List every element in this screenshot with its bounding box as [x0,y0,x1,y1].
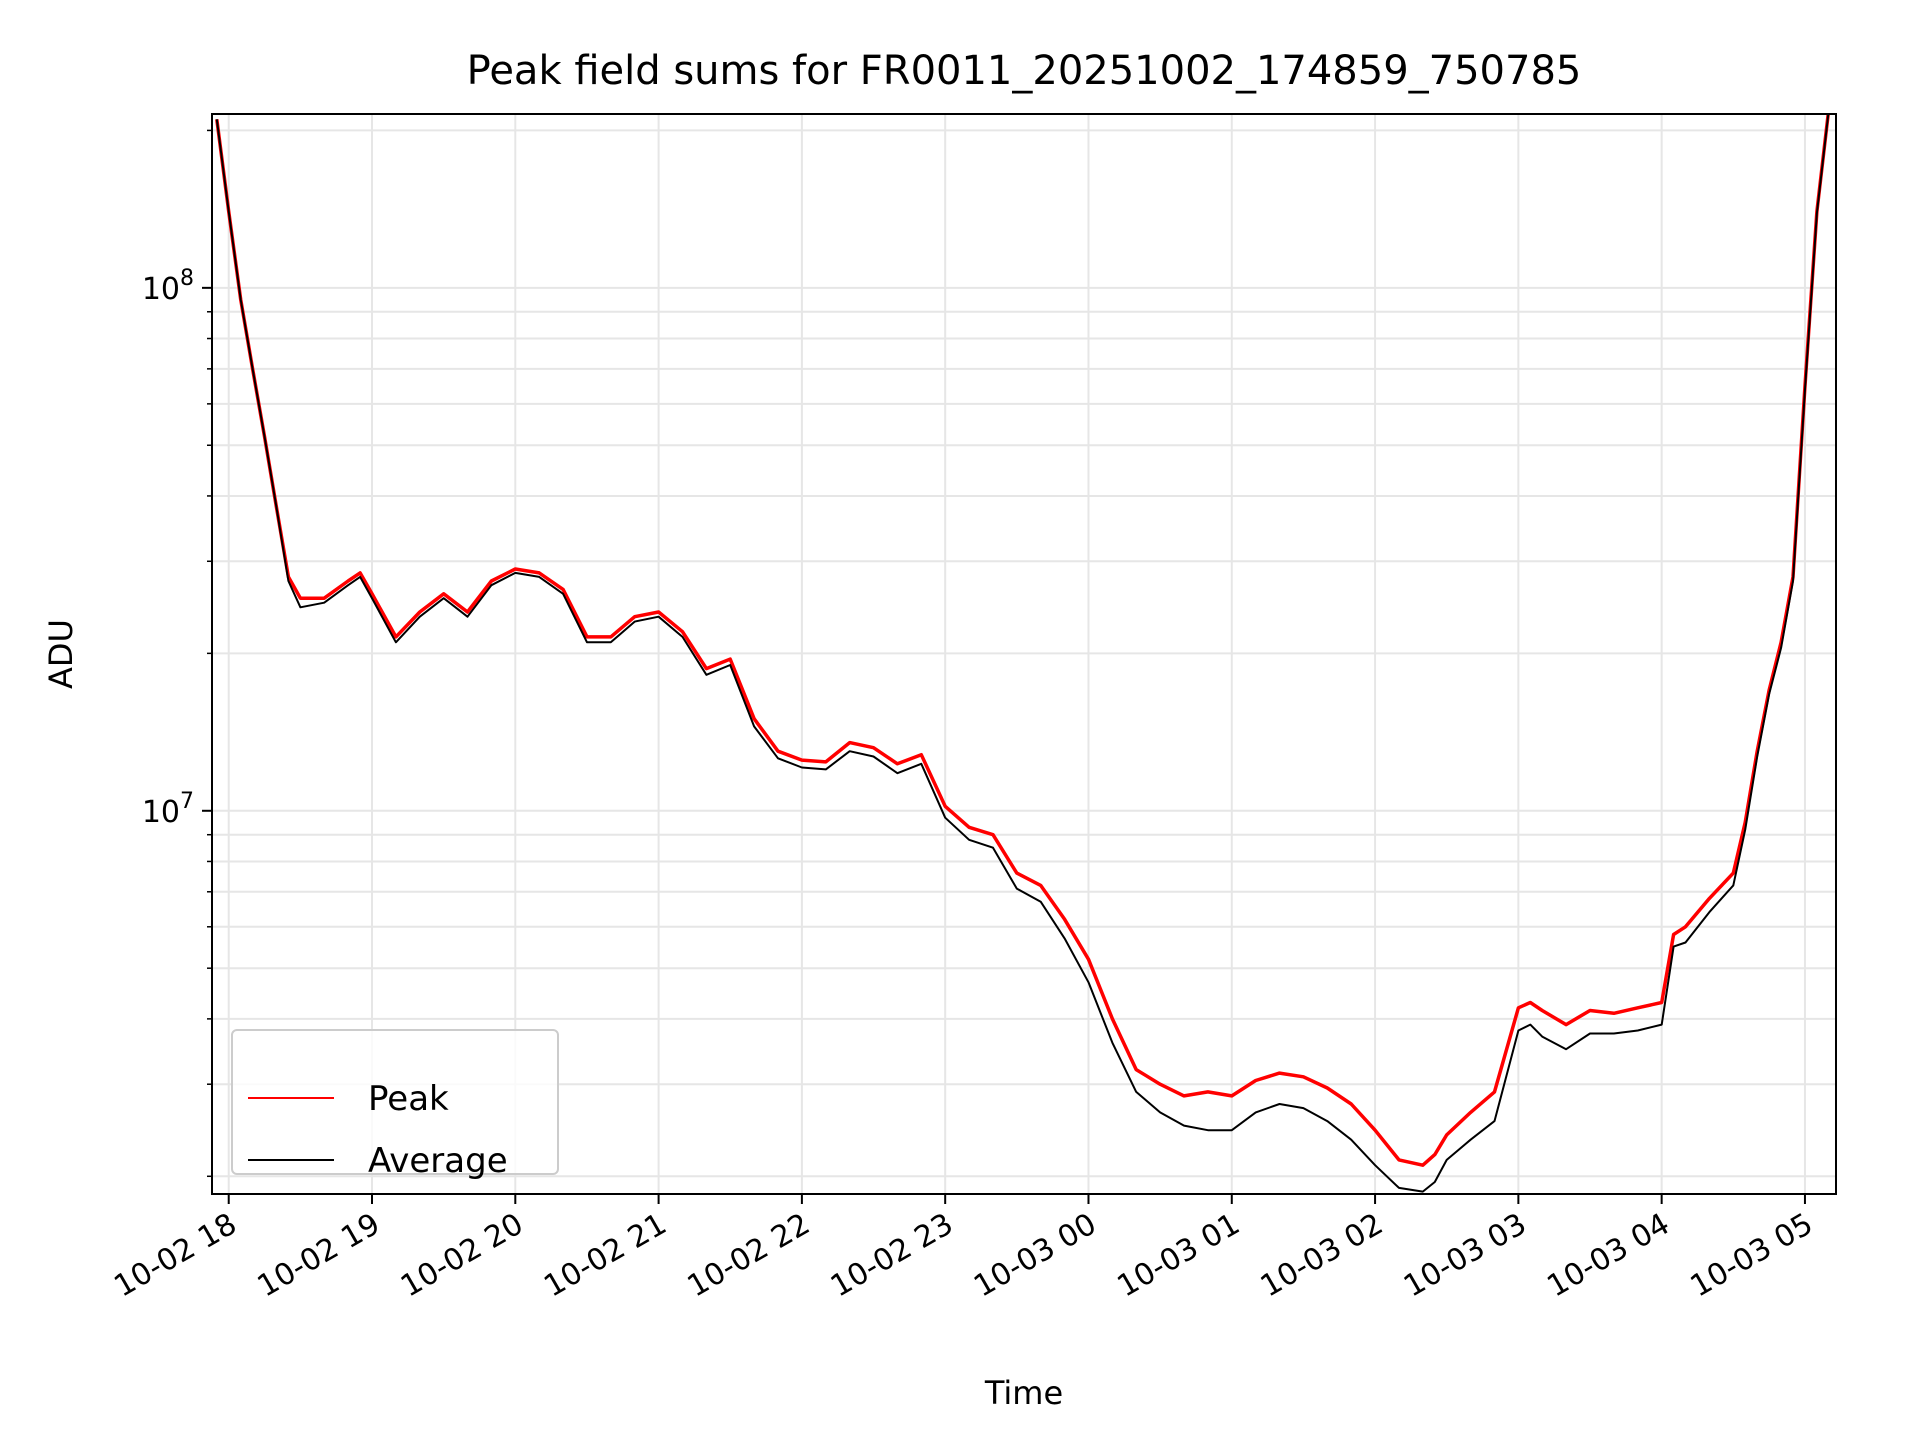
grid [212,114,1836,1194]
y-tick-label: 108 [142,266,194,307]
legend-box [231,1029,559,1175]
series-line-peak [215,114,1830,1167]
legend-label-peak: Peak [368,1079,449,1119]
y-axis-label: ADU [42,619,80,689]
x-axis-label: Time [984,1374,1063,1412]
legend-label-average: Average [368,1141,508,1181]
chart-title: Peak field sums for FR0011_20251002_1748… [467,48,1582,94]
series-line-average [215,114,1830,1193]
y-axis-ticks: 107 108 [142,129,212,1178]
legend: Peak Average [231,1029,559,1181]
y-tick-label: 107 [142,789,194,830]
series-layer [215,114,1830,1193]
